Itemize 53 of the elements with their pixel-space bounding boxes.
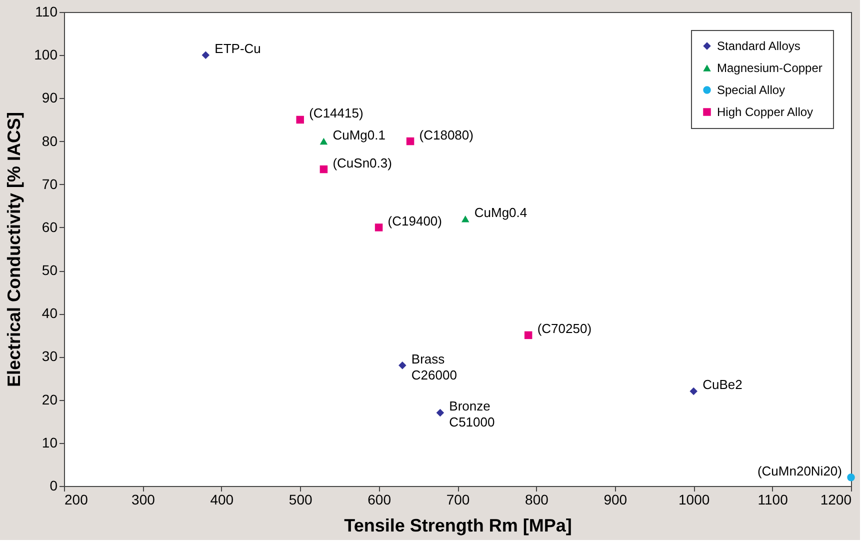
point [406,137,414,146]
x-tick-label: 600 [368,492,392,508]
annotation: ETP-Cu [214,41,261,56]
point [320,138,328,145]
point [436,408,444,417]
point [398,361,406,370]
point [461,215,470,222]
annotation: Bronze C51000 [449,398,495,430]
legend-label: Magnesium-Copper [717,61,822,75]
point [374,224,383,232]
x-tick-label: 200 [64,492,88,508]
y-axis-title: Electrical Conductivity [% IACS] [4,112,24,388]
x-tick-label: 800 [525,492,549,508]
x-tick-label: 500 [288,492,312,508]
annotation: Brass C26000 [411,351,457,382]
y-tick-label: 20 [42,391,58,408]
x-tick-label: 1200 [820,492,852,508]
legend-label: Standard Alloys [717,39,800,53]
x-axis-title: Tensile Strength Rm [MPa] [344,516,572,536]
y-tick-label: 70 [42,176,58,192]
legend-label: High Copper Alloy [717,105,814,119]
x-tick-label: 1000 [678,492,710,508]
x-tick-label: 700 [446,492,470,508]
point [320,165,328,174]
x-tick-label: 1100 [758,492,788,508]
point [202,51,210,59]
y-tick-label: 10 [42,434,58,450]
annotation: (CuSn0.3) [332,155,392,170]
annotation: (C70250) [537,321,592,336]
x-tick-label: 400 [210,492,234,508]
annotation: (C14415) [309,106,364,121]
y-tick-label: 90 [42,90,58,106]
y-tick-label: 60 [42,218,58,235]
y-tick-label: 30 [42,348,58,364]
point [524,331,532,340]
y-tick-label: 40 [42,305,58,322]
annotation: (C19400) [388,213,442,228]
annotation: (C18080) [419,127,474,142]
y-tick-label: 50 [42,262,58,278]
point [296,116,304,124]
y-tick-label: 110 [35,4,58,20]
x-tick-label: 300 [132,492,156,508]
annotation: CuMg0.1 [332,127,386,142]
y-tick-label: 0 [50,478,58,494]
legend-label: Special Alloy [717,83,786,97]
x-tick-label: 900 [604,492,628,508]
annotation: CuBe2 [702,377,742,392]
point [847,474,855,482]
y-tick-label: 80 [42,132,58,149]
annotation: CuMg0.4 [474,204,528,220]
point [690,387,698,396]
annotation: (CuMn20Ni20) [757,463,842,478]
y-tick-label: 100 [34,46,58,63]
